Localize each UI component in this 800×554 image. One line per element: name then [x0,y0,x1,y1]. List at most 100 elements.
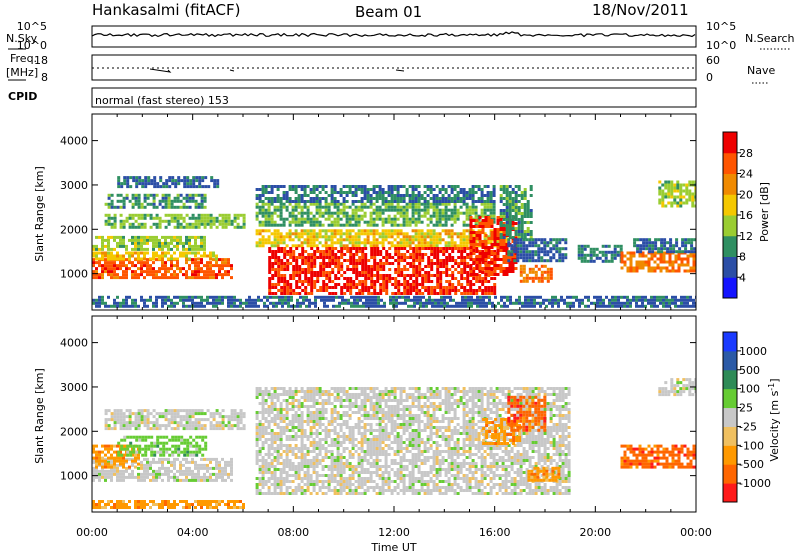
heatmap-cell [113,270,116,274]
heatmap-cell [436,274,440,277]
heatmap-cell [680,263,684,267]
heatmap-cell [390,185,394,188]
heatmap-cell [416,298,419,302]
heatmap-cell [469,222,473,225]
heatmap-cell [242,213,246,217]
heatmap-cell [288,220,292,224]
heatmap-cell [191,457,194,461]
heatmap-cell [150,435,154,439]
heatmap-cell [215,225,219,229]
heatmap-cell [131,202,135,206]
heatmap-cell [511,203,515,206]
heatmap-cell [180,435,184,439]
heatmap-cell [413,298,416,302]
heatmap-cell [282,194,286,197]
heatmap-cell [514,218,518,221]
heatmap-cell [436,280,440,283]
heatmap-cell [336,208,340,212]
heatmap-cell [116,444,119,448]
heatmap-cell [348,214,352,218]
heatmap-cell [379,289,383,292]
heatmap-cell [268,277,272,280]
heatmap-cell [455,304,458,308]
heatmap-cell [564,256,568,260]
heatmap-cell [279,238,283,242]
heatmap-cell [198,179,202,183]
heatmap-cell [107,295,110,299]
heatmap-cell [230,304,233,308]
heatmap-cell [348,191,352,194]
heatmap-cell [429,214,433,218]
heatmap-cell [339,235,343,239]
heatmap-cell [481,250,485,253]
heatmap-cell [375,238,379,242]
heatmap-cell [141,438,145,442]
heatmap-cell [348,232,352,236]
heatmap-cell [185,193,189,197]
heatmap-cell [442,292,446,295]
heatmap-cell [276,208,280,212]
heatmap-cell [122,244,125,248]
heatmap-cell [484,255,488,258]
heatmap-cell [185,235,188,239]
heatmap-cell [392,298,395,302]
heatmap-cell [335,304,338,308]
heatmap-cell [481,271,485,274]
heatmap-cell [292,268,296,271]
heatmap-cell [376,250,380,253]
heatmap-cell [445,259,449,262]
heatmap-cell [426,223,430,227]
heatmap-cell [478,252,482,255]
heatmap-cell [432,214,436,218]
heatmap-cell [429,188,433,191]
heatmap-cell [176,469,179,473]
heatmap-cell [324,185,328,188]
heatmap-cell [131,457,134,461]
heatmap-cell [480,200,484,203]
heatmap-cell [392,301,395,305]
heatmap-cell [258,208,262,212]
heatmap-cell [372,202,376,206]
heatmap-cell [376,274,380,277]
heatmap-cell [98,450,101,454]
heatmap-cell [95,261,98,265]
heatmap-cell [611,301,614,305]
heatmap-cell [273,235,277,239]
heatmap-cell [346,286,350,289]
heatmap-cell [460,256,464,259]
heatmap-cell [350,295,353,299]
heatmap-cell [194,270,197,274]
heatmap-cell [415,289,419,292]
heatmap-cell [496,264,500,267]
heatmap-cell [402,235,406,239]
heatmap-cell [210,176,214,180]
heatmap-cell [451,286,455,289]
heatmap-cell [173,276,176,280]
heatmap-cell [291,200,295,203]
heatmap-cell [557,304,560,308]
heatmap-cell [511,209,515,212]
heatmap-cell [517,233,521,236]
heatmap-cell [555,241,559,245]
heatmap-cell [378,194,382,197]
heatmap-cell [300,232,304,236]
heatmap-cell [122,270,125,274]
heatmap-cell [480,202,484,206]
heatmap-cell [101,475,104,479]
heatmap-cell [321,205,325,209]
heatmap-cell [113,298,116,302]
heatmap-cell [149,193,153,197]
heatmap-cell [146,258,149,262]
heatmap-cell [690,247,694,251]
heatmap-cell [663,244,667,248]
heatmap-cell [221,295,224,299]
heatmap-cell [638,263,642,267]
heatmap-cell [266,298,269,302]
heatmap-cell [177,182,181,186]
heatmap-cell [435,235,439,239]
heatmap-cell [128,475,131,479]
heatmap-cell [113,216,117,220]
heatmap-cell [690,238,694,242]
heatmap-cell [185,460,188,464]
heatmap-cell [221,466,224,470]
